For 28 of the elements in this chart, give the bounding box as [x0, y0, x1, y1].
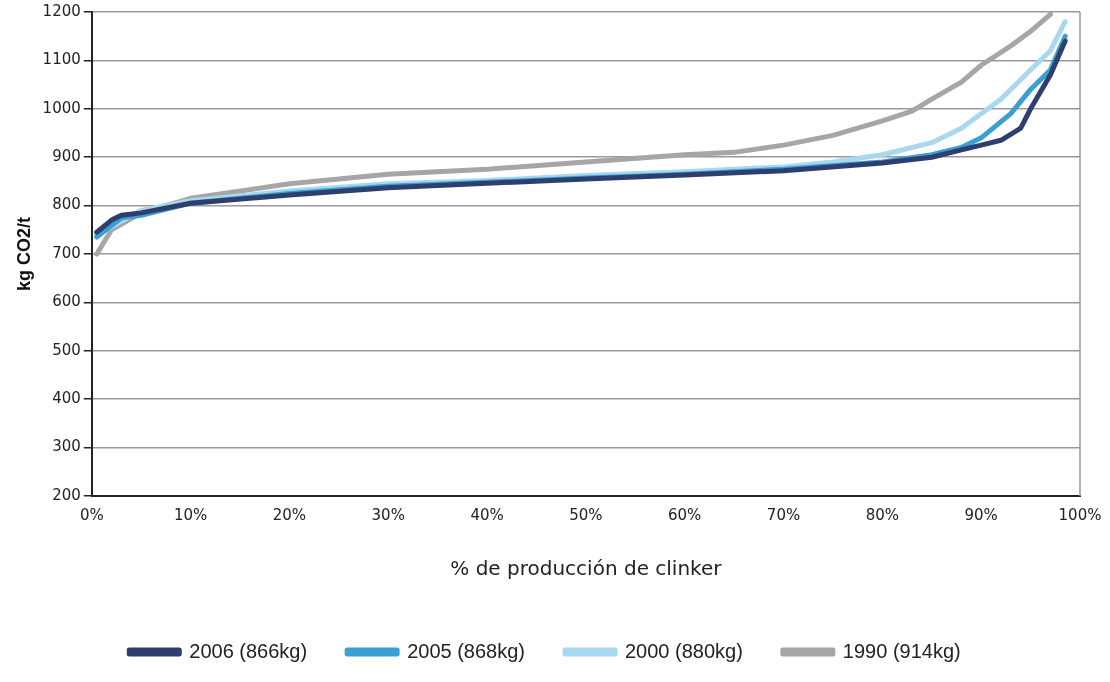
- x-tick-label: 0%: [79, 505, 104, 524]
- x-axis-title: % de producción de clinker: [450, 556, 723, 581]
- x-tick-label: 100%: [1058, 505, 1102, 524]
- legend-label: 2000 (880kg): [625, 639, 743, 662]
- y-tick-label: 500: [52, 340, 81, 359]
- y-tick-label: 300: [52, 437, 81, 456]
- legend-label: 2005 (868kg): [407, 639, 526, 662]
- y-tick-label: 900: [52, 147, 81, 166]
- x-tick-label: 90%: [964, 505, 998, 524]
- y-axis-title: kg CO2/t: [13, 216, 34, 292]
- x-tick-label: 30%: [371, 505, 405, 524]
- y-tick-label: 600: [52, 292, 81, 311]
- y-tick-label: 1100: [42, 50, 81, 69]
- x-tick-label: 10%: [173, 505, 208, 524]
- legend-label: 1990 (914kg): [842, 639, 961, 662]
- x-tick-label: 80%: [865, 505, 900, 524]
- x-tick-label: 40%: [470, 505, 504, 524]
- y-tick-label: 700: [52, 243, 81, 262]
- x-tick-label: 50%: [569, 505, 603, 524]
- legend-label: 2006 (866kg): [189, 639, 308, 662]
- y-tick-label: 200: [52, 485, 81, 504]
- y-tick-label: 400: [52, 389, 81, 408]
- x-tick-label: 70%: [766, 505, 801, 524]
- x-tick-label: 20%: [272, 505, 307, 524]
- y-tick-label: 800: [52, 195, 81, 214]
- y-tick-label: 1200: [42, 1, 81, 20]
- y-tick-label: 1000: [42, 98, 81, 117]
- x-tick-label: 60%: [668, 505, 702, 524]
